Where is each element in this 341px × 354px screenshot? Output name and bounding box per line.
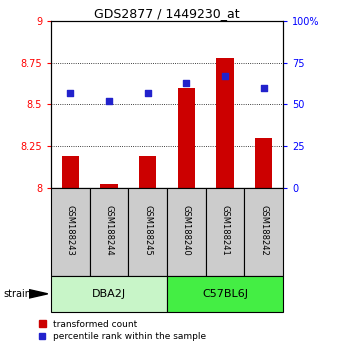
Bar — [51, 276, 167, 312]
Title: GDS2877 / 1449230_at: GDS2877 / 1449230_at — [94, 7, 240, 20]
Text: strain: strain — [3, 289, 31, 299]
Text: DBA2J: DBA2J — [92, 289, 126, 299]
Text: GSM188241: GSM188241 — [221, 205, 229, 256]
Point — [106, 98, 112, 104]
Bar — [129, 188, 167, 276]
Text: C57BL6J: C57BL6J — [202, 289, 248, 299]
Bar — [178, 88, 195, 188]
Bar — [51, 188, 90, 276]
Bar — [139, 156, 157, 188]
Text: GSM188243: GSM188243 — [66, 205, 75, 256]
Bar — [216, 58, 234, 188]
Point — [145, 90, 150, 96]
Bar — [100, 184, 118, 188]
Point — [184, 80, 189, 86]
Point — [222, 73, 228, 79]
Bar — [167, 188, 206, 276]
Polygon shape — [29, 290, 48, 298]
Legend: transformed count, percentile rank within the sample: transformed count, percentile rank withi… — [39, 320, 206, 341]
Text: GSM188240: GSM188240 — [182, 205, 191, 256]
Point — [261, 85, 266, 91]
Text: GSM188244: GSM188244 — [105, 205, 114, 256]
Text: GSM188242: GSM188242 — [259, 205, 268, 256]
Bar — [90, 188, 129, 276]
Point — [68, 90, 73, 96]
Bar — [167, 276, 283, 312]
Bar — [62, 156, 79, 188]
Bar — [244, 188, 283, 276]
Text: GSM188245: GSM188245 — [143, 205, 152, 256]
Bar — [206, 188, 244, 276]
Bar — [255, 138, 272, 188]
